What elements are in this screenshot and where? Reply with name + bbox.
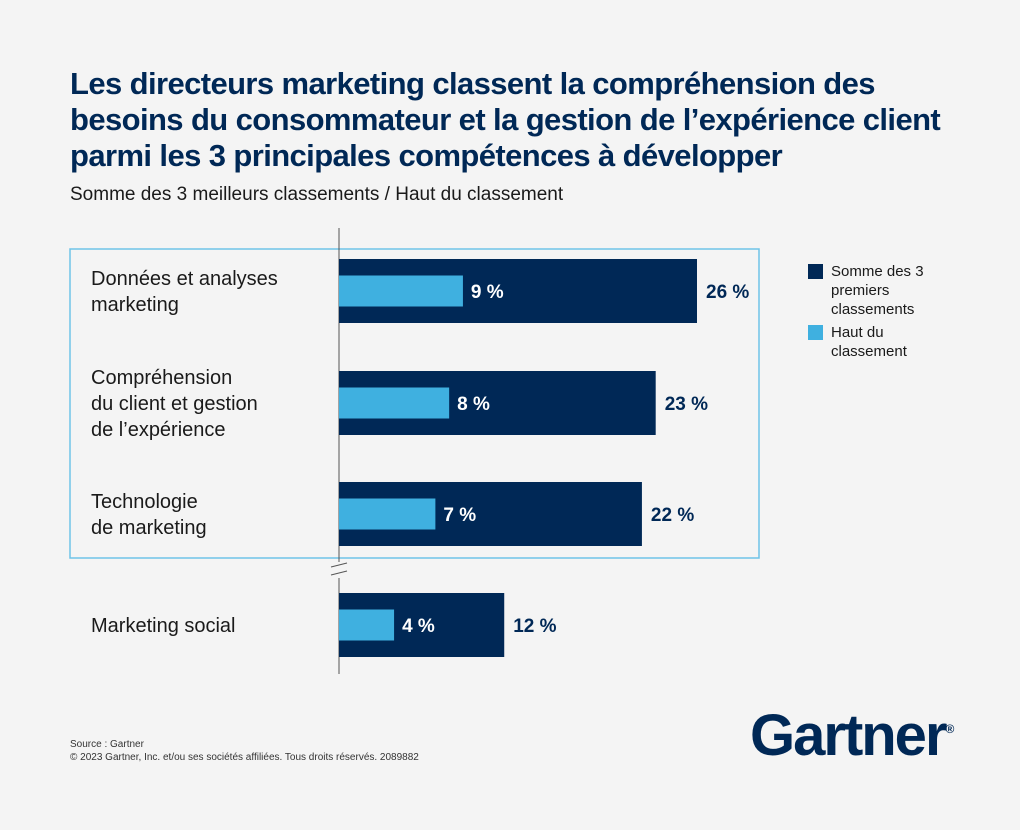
legend-swatch-total — [808, 264, 823, 279]
data-label-total: 26 % — [706, 282, 749, 303]
data-label-top: 7 % — [443, 505, 476, 526]
legend-label-total: Somme des 3 premiers classements — [831, 263, 924, 318]
chart-title: Les directeurs marketing classent la com… — [70, 66, 941, 173]
logo-text: Gartner — [750, 703, 948, 768]
data-label-top: 9 % — [471, 282, 504, 303]
category-label: Données et analyses marketing — [91, 268, 278, 316]
highlight-frame — [69, 248, 760, 559]
source-note: Source : Gartner — [70, 739, 144, 750]
axis-break-mark-2 — [330, 570, 348, 576]
category-label: Marketing social — [91, 615, 236, 637]
data-label-total: 22 % — [651, 505, 694, 526]
axis-break-mark-1 — [330, 562, 348, 568]
copyright-note: © 2023 Gartner, Inc. et/ou ses sociétés … — [70, 752, 419, 763]
bar-top — [339, 609, 395, 641]
legend-item-top: Haut du classement — [808, 323, 948, 361]
chart-subtitle: Somme des 3 meilleurs classements / Haut… — [70, 184, 564, 205]
category-label: Technologie de marketing — [91, 491, 207, 539]
registered-mark: ® — [945, 721, 955, 736]
legend: Somme des 3 premiers classements Haut du… — [808, 262, 948, 365]
data-label-top: 4 % — [402, 616, 435, 637]
data-label-total: 12 % — [513, 616, 556, 637]
category-label: Compréhension du client et gestion de l’ex… — [91, 367, 258, 441]
bar-top — [339, 387, 450, 419]
legend-label-top: Haut du classement — [831, 324, 907, 360]
data-label-total: 23 % — [665, 394, 708, 415]
legend-item-total: Somme des 3 premiers classements — [808, 262, 948, 319]
data-label-top: 8 % — [457, 394, 490, 415]
bar-top — [339, 275, 463, 307]
footer: Source : Gartner © 2023 Gartner, Inc. et… — [70, 738, 419, 764]
gartner-logo: Gartner® — [750, 702, 954, 769]
bar-top — [339, 498, 436, 530]
legend-swatch-top — [808, 325, 823, 340]
